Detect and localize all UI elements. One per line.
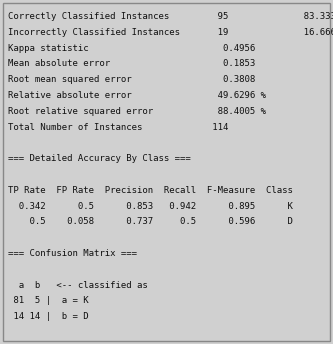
Text: Mean absolute error                     0.1853: Mean absolute error 0.1853 bbox=[8, 60, 255, 68]
Text: 14 14 |  b = D: 14 14 | b = D bbox=[8, 312, 89, 321]
Text: 0.5    0.058      0.737     0.5      0.596      D: 0.5 0.058 0.737 0.5 0.596 D bbox=[8, 217, 293, 226]
FancyBboxPatch shape bbox=[3, 3, 330, 341]
Text: === Confusion Matrix ===: === Confusion Matrix === bbox=[8, 249, 137, 258]
Text: Incorrectly Classified Instances       19              16.6667 %: Incorrectly Classified Instances 19 16.6… bbox=[8, 28, 333, 37]
Text: TP Rate  FP Rate  Precision  Recall  F-Measure  Class: TP Rate FP Rate Precision Recall F-Measu… bbox=[8, 186, 293, 195]
Text: a  b   <-- classified as: a b <-- classified as bbox=[8, 281, 148, 290]
Text: 81  5 |  a = K: 81 5 | a = K bbox=[8, 297, 89, 305]
Text: Correctly Classified Instances         95              83.3333 %: Correctly Classified Instances 95 83.333… bbox=[8, 12, 333, 21]
Text: Total Number of Instances             114: Total Number of Instances 114 bbox=[8, 122, 228, 132]
Text: === Detailed Accuracy By Class ===: === Detailed Accuracy By Class === bbox=[8, 154, 191, 163]
Text: Relative absolute error                49.6296 %: Relative absolute error 49.6296 % bbox=[8, 91, 266, 100]
Text: Root relative squared error            88.4005 %: Root relative squared error 88.4005 % bbox=[8, 107, 266, 116]
Text: 0.342      0.5      0.853   0.942      0.895      K: 0.342 0.5 0.853 0.942 0.895 K bbox=[8, 202, 293, 211]
Text: Root mean squared error                 0.3808: Root mean squared error 0.3808 bbox=[8, 75, 255, 84]
Text: Kappa statistic                         0.4956: Kappa statistic 0.4956 bbox=[8, 44, 255, 53]
